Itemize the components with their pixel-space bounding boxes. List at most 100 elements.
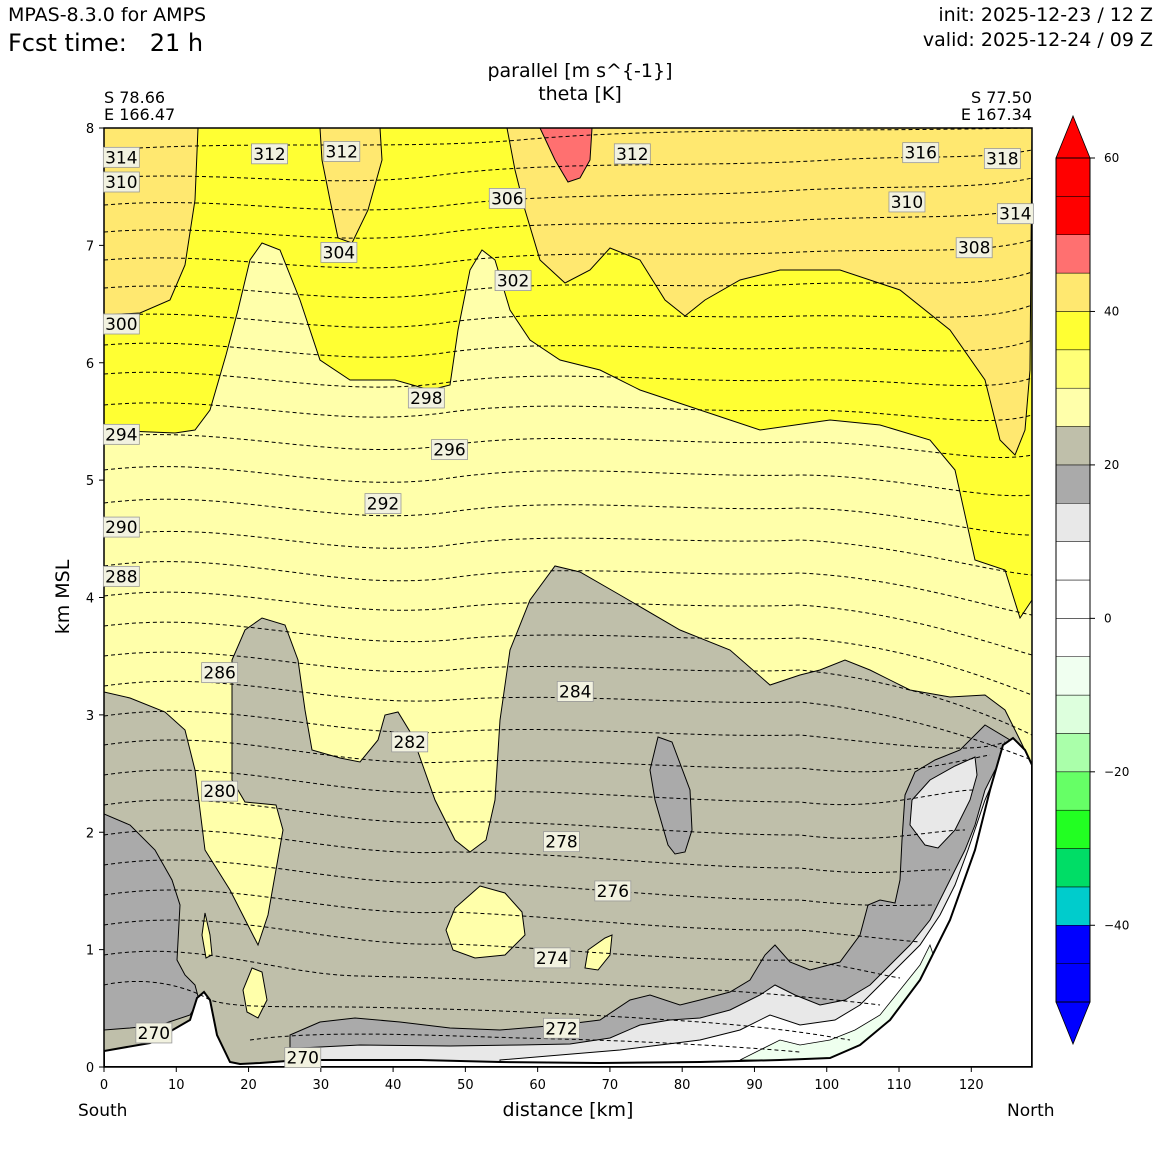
theta-labels: 314 312 312 310 306 312 316 318 310 314 308 304 302 3… <box>102 141 1034 1069</box>
colorbar-segment <box>1055 387 1091 427</box>
x-tick-label: 100 <box>814 1078 839 1093</box>
colorbar-segment <box>1055 541 1091 581</box>
colorbar-segment <box>1055 925 1091 964</box>
theta-label: 318 <box>983 148 1021 170</box>
theta-label-text: 274 <box>536 949 568 969</box>
colorbar-tick-label: −20 <box>1104 765 1129 779</box>
theta-label: 316 <box>902 142 940 164</box>
theta-label-box <box>533 947 571 969</box>
theta-label: 276 <box>594 880 632 902</box>
x-tick-label: 90 <box>746 1078 763 1093</box>
theta-label-box <box>201 662 239 684</box>
colorbar-segment <box>1055 733 1091 773</box>
field-50-55-region <box>539 128 593 183</box>
theta-contour <box>104 980 851 1041</box>
theta-label-box <box>102 516 140 538</box>
y-tick-label: 5 <box>86 474 94 489</box>
x-tick-label: 80 <box>674 1078 691 1093</box>
theta-contour <box>104 177 1032 211</box>
y-tick-label: 3 <box>86 709 94 724</box>
theta-label: 312 <box>613 143 651 165</box>
left-endpoint-lon: E 166.47 <box>104 105 176 124</box>
field-20-25-region <box>104 565 1032 1067</box>
theta-label-text: 314 <box>999 205 1031 225</box>
x-tick-label: 30 <box>313 1078 330 1093</box>
colorbar-segment <box>1055 426 1091 466</box>
forecast-time-label: Fcst time: <box>8 29 127 57</box>
chart-title-line1: parallel [m s^{-1}] <box>487 60 673 82</box>
theta-label: 310 <box>102 171 140 193</box>
colorbar-segment <box>1055 886 1091 926</box>
theta-label: 306 <box>488 188 526 209</box>
colorbar-extend-over <box>1055 114 1091 159</box>
theta-label-text: 312 <box>616 145 648 165</box>
theta-contour <box>104 339 1032 358</box>
theta-label: 270 <box>284 1047 322 1069</box>
colorbar-segment <box>1055 579 1091 619</box>
theta-label: 298 <box>407 387 445 409</box>
x-tick-label: 0 <box>100 1078 108 1093</box>
right-endpoint-lon: E 167.34 <box>960 105 1032 124</box>
colorbar-segment <box>1055 349 1091 389</box>
y-tick-label: 4 <box>86 592 94 607</box>
theta-label-text: 280 <box>203 782 235 802</box>
theta-label-box <box>102 171 140 193</box>
terrain <box>104 736 1032 1067</box>
theta-label-box <box>996 203 1034 225</box>
theta-contour <box>104 561 1032 616</box>
colorbar-segment <box>1055 694 1091 734</box>
theta-label-box <box>201 780 239 802</box>
theta-label-box <box>364 493 402 515</box>
forecast-time: Fcst time: 21 h <box>8 29 203 57</box>
theta-contour <box>104 799 966 839</box>
north-label: North <box>1007 1101 1055 1121</box>
x-tick-label: 60 <box>529 1078 546 1093</box>
colorbar-tick-label: 0 <box>1104 611 1112 625</box>
theta-label-box <box>983 148 1021 169</box>
colorbar-segment <box>1055 809 1091 849</box>
theta-label-box <box>902 142 940 164</box>
theta-label-text: 296 <box>433 441 465 461</box>
theta-contour <box>104 859 936 907</box>
theta-label: 300 <box>102 313 140 335</box>
theta-label-box <box>488 188 526 209</box>
theta-label-text: 312 <box>326 142 358 162</box>
colorbar-extend-under <box>1055 1001 1091 1046</box>
theta-contour <box>104 304 1032 328</box>
theta-contour <box>104 271 1032 299</box>
y-axis: 0 1 2 3 4 5 6 7 8 <box>86 122 104 1076</box>
theta-contour <box>104 371 1032 388</box>
colorbar-segment <box>1055 272 1091 312</box>
colorbar-tick-label: 60 <box>1104 151 1119 165</box>
theta-label-text: 300 <box>105 315 137 335</box>
right-endpoint-lat: S 77.50 <box>970 88 1032 107</box>
theta-contour <box>104 466 1032 497</box>
colorbar: 60 40 20 0 −20 −40 <box>1055 114 1129 1046</box>
theta-contour <box>104 207 1032 239</box>
theta-label-box <box>251 143 288 165</box>
theta-label-text: 288 <box>105 567 137 587</box>
theta-label: 296 <box>431 439 468 461</box>
theta-label: 282 <box>391 731 429 753</box>
theta-label-box <box>391 731 429 753</box>
theta-label: 288 <box>102 565 140 587</box>
theta-label-box <box>135 1022 173 1044</box>
forecast-time-value: 21 h <box>149 29 204 57</box>
theta-label-box <box>284 1047 322 1069</box>
x-tick-label: 110 <box>887 1078 912 1093</box>
colorbar-tick-label: −40 <box>1104 918 1129 932</box>
theta-label: 286 <box>201 662 239 684</box>
theta-label-text: 272 <box>545 1019 577 1039</box>
theta-label-box <box>102 423 140 445</box>
theta-label: 312 <box>323 141 361 162</box>
theta-contour <box>104 769 976 806</box>
south-label: South <box>78 1101 128 1121</box>
valid-time: valid: 2025-12-24 / 09 Z <box>922 29 1153 51</box>
colorbar-segment <box>1055 848 1091 888</box>
theta-label-box <box>102 146 140 168</box>
shaded-field <box>104 128 1032 1067</box>
theta-label: 290 <box>102 516 140 538</box>
theta-contour <box>104 651 1032 736</box>
field-15-20-region-left <box>104 813 200 1031</box>
theta-label-box <box>955 237 993 259</box>
